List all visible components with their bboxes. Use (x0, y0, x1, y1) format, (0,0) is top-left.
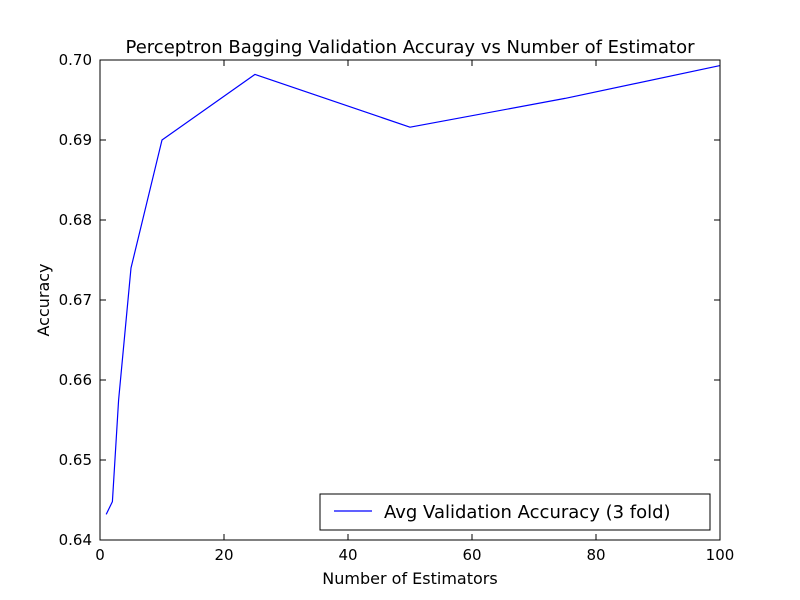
y-tick-label: 0.68 (59, 211, 92, 229)
y-tick-label: 0.70 (59, 51, 92, 69)
legend-box (319, 493, 711, 531)
y-tick-label: 0.64 (59, 531, 92, 549)
y-tick-label: 0.69 (59, 131, 92, 149)
x-tick-label: 80 (586, 546, 605, 564)
y-axis-label: Accuracy (34, 263, 53, 336)
legend-label: Avg Validation Accuracy (3 fold) (384, 502, 671, 523)
x-axis-label: Number of Estimators (322, 569, 497, 588)
x-tick-label: 20 (214, 546, 233, 564)
y-tick-label: 0.66 (59, 371, 92, 389)
x-tick-label: 60 (462, 546, 481, 564)
series-layer (105, 65, 721, 515)
plot-frame (99, 59, 721, 541)
y-tick-label: 0.67 (59, 291, 92, 309)
x-tick-label: 40 (338, 546, 357, 564)
x-tick-label: 100 (706, 546, 735, 564)
x-axis: 0 20 40 60 80 100 (95, 60, 734, 564)
y-tick-label: 0.65 (59, 451, 92, 469)
chart-title: Perceptron Bagging Validation Accuray vs… (126, 37, 696, 58)
plot-area (100, 60, 720, 540)
series-line (105, 65, 721, 515)
legend: Avg Validation Accuracy (3 fold) (319, 493, 711, 531)
x-tick-label: 0 (95, 546, 105, 564)
